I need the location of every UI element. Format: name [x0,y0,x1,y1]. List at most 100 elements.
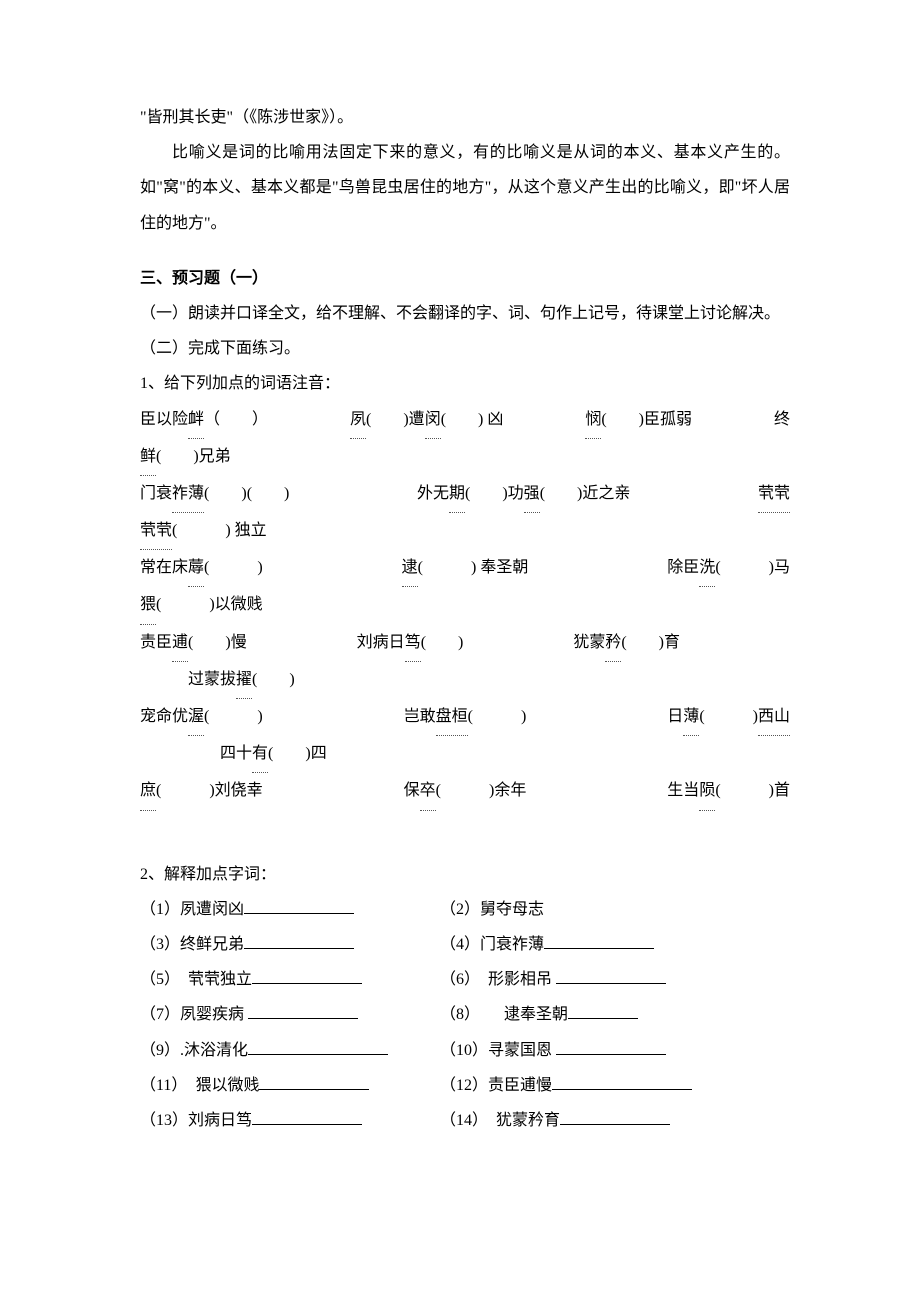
item-number: （3） [140,936,180,953]
spacer [140,241,790,261]
page: "皆刑其长吏"（《陈涉世家》）。 比喻义是词的比喻用法固定下来的意义，有的比喻义… [0,0,920,1302]
blank-line[interactable] [244,897,354,914]
dotted-char: 逋 [172,625,188,662]
dotted-char: 猥 [140,587,156,624]
blank-line[interactable] [248,1038,388,1055]
item-text: 逮奉圣朝 [504,1006,568,1023]
q2-right: （4）门衰祚薄 [440,927,654,962]
q2-left: （3）终鲜兄弟 [140,927,440,962]
text: ( ) [699,708,758,725]
q1-row-6: 庶( )刘侥幸 保卒( )余年 生当陨( )首 [140,773,790,810]
blank-line[interactable] [556,1038,666,1055]
dotted-char: 卒 [420,773,436,810]
paragraph-quote: "皆刑其长吏"（《陈涉世家》）。 [140,100,790,135]
q1-title: 1、给下列加点的词语注音： [140,366,790,401]
item-number: （9） [140,1042,180,1059]
text: 外无 [417,485,449,502]
item-number: （2） [440,901,480,918]
text: 常在床 [140,559,188,576]
item-text: 刘病日笃 [188,1112,252,1129]
item-text: 夙婴疾病 [180,1006,248,1023]
dotted-char: 盘桓 [436,699,468,736]
q2-title: 2、解释加点字词： [140,857,790,892]
text: ( ) 凶 [441,411,504,428]
q2-row: （9）.沐浴清化（10）寻蒙国恩 [140,1033,790,1068]
text: ( )四 [268,745,327,762]
q2-left: （13）刘病日笃 [140,1103,440,1138]
q2-right: （14） 犹蒙矜育 [440,1103,670,1138]
item-number: （13） [140,1112,188,1129]
item-number: （1） [140,901,180,918]
text: ( )功 [465,485,524,502]
q2-row: （13）刘病日笃（14） 犹蒙矜育 [140,1103,790,1138]
text: 门衰 [140,485,172,502]
dotted-char: 祚薄 [172,476,204,513]
blank-line[interactable] [556,967,666,984]
dotted-char: 薄 [683,699,699,736]
item-number: （12） [440,1077,488,1094]
dotted-char: 有 [252,736,268,773]
text: ( )遭 [366,411,425,428]
blank-line[interactable] [568,1002,638,1019]
q1-row-5: 宠命优渥( ) 岂敢盘桓( ) 日薄( )西山 [140,699,790,736]
item-number: （8） [440,1006,472,1023]
q2-left: （11） 猥以微贱 [140,1068,440,1103]
blank-line[interactable] [552,1073,692,1090]
text: ( )首 [715,782,790,799]
blank-line[interactable] [252,967,362,984]
text: 臣以险 [140,411,188,428]
text: 终 [774,402,790,439]
dotted-char: 茕茕 [140,513,172,550]
dotted-char: 陨 [699,773,715,810]
item-text: 犹蒙矜育 [496,1112,560,1129]
q1-row-1b: 鲜( )兄弟 [140,439,790,476]
text: ( ) [252,671,295,688]
q1-row-2: 门衰祚薄( )( ) 外无期( )功强( )近之亲 茕茕 [140,476,790,513]
blank-line[interactable] [244,932,354,949]
item-text: 茕茕独立 [188,971,252,988]
text: ( ) 独立 [172,522,267,539]
item-text: 形影相吊 [488,971,556,988]
text: ( )臣孤弱 [601,411,692,428]
text: ( )兄弟 [156,448,231,465]
q2-row: （11） 猥以微贱（12）责臣逋慢 [140,1068,790,1103]
q1-row-3b: 猥( )以微贱 [140,587,790,624]
dotted-char: 鲜 [140,439,156,476]
section-3-sub1: （一）朗读并口译全文，给不理解、不会翻译的字、词、句作上记号，待课堂上讨论解决。 [140,296,790,331]
item-text: 寻蒙国恩 [488,1042,556,1059]
dotted-char: 蓐 [188,550,204,587]
text: 宠命优 [140,708,188,725]
item-text: 猥以微贱 [195,1077,259,1094]
dotted-char: 渥 [188,699,204,736]
text: 四十 [220,745,252,762]
q1-row-1: 臣以险衅（ ） 夙( )遭闵( ) 凶 悯( )臣孤弱 终 [140,402,790,439]
text: 过蒙拔 [188,671,236,688]
item-text: 门衰祚薄 [480,936,544,953]
text: ( )育 [621,634,680,651]
dotted-char: 擢 [236,662,252,699]
q2-right: （2）舅夺母志 [440,892,544,927]
q1-row-4b: 过蒙拔擢( ) [140,662,790,699]
blank-line[interactable] [248,1002,358,1019]
dotted-char: 衅 [188,402,204,439]
text: ( )( ) [204,485,289,502]
blank-line[interactable] [259,1073,369,1090]
text: ( ) [204,559,263,576]
q1-row-3: 常在床蓐( ) 逮( ) 奉圣朝 除臣洗( )马 [140,550,790,587]
q2-right: （6） 形影相吊 [440,962,666,997]
blank-line[interactable] [544,932,654,949]
text: ( )慢 [188,634,247,651]
q2-row: （3）终鲜兄弟（4）门衰祚薄 [140,927,790,962]
dotted-char: 矜 [605,625,621,662]
blank-line[interactable] [560,1108,670,1125]
item-text: 夙遭闵凶 [180,901,244,918]
text: ( ) [204,708,263,725]
item-text: .沐浴清化 [180,1042,248,1059]
text: 日 [667,708,683,725]
text: 保 [404,782,420,799]
blank-line[interactable] [252,1108,362,1125]
item-text: 责臣逋慢 [488,1077,552,1094]
q2-left: （9）.沐浴清化 [140,1033,440,1068]
item-number: （5） [140,971,172,988]
text: ( ) 奉圣朝 [418,559,529,576]
